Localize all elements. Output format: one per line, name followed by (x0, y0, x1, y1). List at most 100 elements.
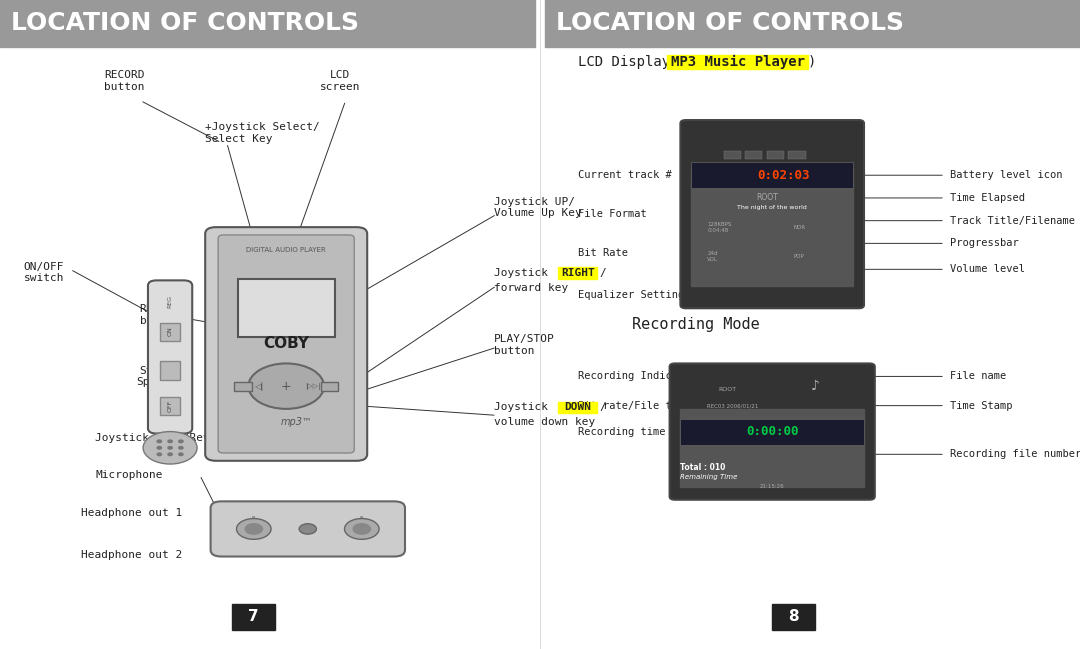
Bar (691, 169, 853, 286)
Text: Joystick: Joystick (494, 267, 554, 278)
Bar (160, 361, 180, 380)
Text: MP3 Music Player: MP3 Music Player (671, 55, 805, 69)
Circle shape (353, 524, 370, 534)
Text: +Joystick Select/
Select Key: +Joystick Select/ Select Key (205, 122, 320, 144)
Text: ON: ON (167, 326, 173, 336)
Circle shape (248, 363, 324, 409)
Circle shape (158, 453, 162, 456)
FancyBboxPatch shape (218, 235, 354, 453)
Circle shape (158, 447, 162, 449)
Text: ): ) (808, 55, 816, 69)
Bar (788, 151, 806, 159)
Text: ON/OFF
switch: ON/OFF switch (24, 262, 64, 284)
Text: Recording Mode: Recording Mode (632, 317, 759, 332)
Text: Track Title/Filename: Track Title/Filename (950, 215, 1076, 226)
Text: COBY: COBY (264, 336, 309, 352)
Text: Bit Rate: Bit Rate (578, 248, 627, 258)
Text: |▷▷|: |▷▷| (306, 383, 321, 389)
Text: Joystick LEFT/Reverse Key: Joystick LEFT/Reverse Key (95, 433, 264, 443)
Bar (558, 267, 597, 279)
Text: LOCATION OF CONTROLS: LOCATION OF CONTROLS (556, 12, 904, 35)
Bar (667, 55, 808, 69)
Text: Joystick: Joystick (494, 402, 554, 412)
FancyBboxPatch shape (670, 363, 875, 500)
Text: RIGHT: RIGHT (561, 267, 595, 278)
Text: +: + (281, 380, 292, 393)
Bar (0, 0, 535, 47)
Text: The night of the world: The night of the world (738, 205, 807, 210)
Text: Recording file number: Recording file number (950, 449, 1080, 459)
Bar (234, 382, 252, 391)
Circle shape (245, 524, 262, 534)
Text: LCD Display (: LCD Display ( (578, 55, 687, 69)
Text: Time Stamp: Time Stamp (950, 400, 1013, 411)
Text: Battery level icon: Battery level icon (950, 170, 1063, 180)
Text: forward key: forward key (494, 282, 568, 293)
Text: Joystick UP/
Volume Up Key: Joystick UP/ Volume Up Key (494, 197, 581, 219)
Bar (772, 604, 815, 630)
Bar (680, 419, 864, 445)
Text: Bit rate/File type: Bit rate/File type (578, 400, 690, 411)
Bar (767, 151, 784, 159)
Text: Time Elapsed: Time Elapsed (950, 193, 1025, 203)
Text: REPEAT
button: REPEAT button (139, 304, 180, 326)
Text: RECORD
button: RECORD button (104, 70, 145, 92)
Circle shape (299, 524, 316, 534)
Text: Headphone out 2: Headphone out 2 (81, 550, 183, 560)
Bar (238, 279, 335, 337)
Circle shape (237, 519, 271, 539)
Text: 8: 8 (788, 609, 799, 624)
Bar (160, 323, 180, 341)
Text: PLAY/STOP
button: PLAY/STOP button (494, 334, 554, 356)
Bar (745, 151, 762, 159)
Text: ♪: ♪ (811, 379, 820, 393)
FancyBboxPatch shape (680, 120, 864, 308)
Bar (321, 382, 338, 391)
Text: Progressbar: Progressbar (950, 238, 1020, 249)
Circle shape (168, 440, 173, 443)
Text: DIGITAL AUDIO PLAYER: DIGITAL AUDIO PLAYER (246, 247, 326, 253)
Circle shape (144, 432, 198, 464)
Bar (545, 0, 1080, 47)
Text: Headphone out 1: Headphone out 1 (81, 508, 183, 518)
Text: Recording Indicator: Recording Indicator (578, 371, 697, 382)
Bar (680, 409, 864, 487)
Text: volume down key: volume down key (494, 417, 595, 427)
Text: ROOT: ROOT (718, 387, 737, 392)
Circle shape (179, 453, 184, 456)
Text: 128KBPS
0:04:48: 128KBPS 0:04:48 (707, 222, 732, 232)
Text: 0:02:03: 0:02:03 (757, 169, 809, 182)
Text: File name: File name (950, 371, 1007, 382)
Text: DOWN: DOWN (565, 402, 592, 412)
Text: LOCATION OF CONTROLS: LOCATION OF CONTROLS (11, 12, 359, 35)
Text: Volume level: Volume level (950, 264, 1025, 275)
Text: /: / (599, 402, 606, 412)
Bar (724, 151, 741, 159)
Bar (691, 162, 853, 188)
Text: ᵒ: ᵒ (360, 514, 364, 523)
Text: Remaining Time: Remaining Time (680, 474, 738, 480)
Text: POP: POP (794, 254, 805, 259)
Bar (558, 402, 597, 413)
Text: Recording time elapsed: Recording time elapsed (578, 426, 715, 437)
Text: 0:00:00: 0:00:00 (746, 425, 798, 438)
Text: ᵒ: ᵒ (252, 514, 256, 523)
Text: Total : 010: Total : 010 (680, 463, 726, 472)
Circle shape (158, 440, 162, 443)
Circle shape (345, 519, 379, 539)
Bar (232, 604, 275, 630)
Text: LCD
screen: LCD screen (320, 70, 361, 92)
Text: 21:15:26: 21:15:26 (760, 484, 784, 489)
Text: /: / (599, 267, 606, 278)
Circle shape (179, 440, 184, 443)
FancyBboxPatch shape (205, 227, 367, 461)
Text: Microphone: Microphone (95, 470, 162, 480)
Text: File Format: File Format (578, 209, 647, 219)
Text: REG: REG (167, 295, 173, 308)
Text: REC03 2006/01/21: REC03 2006/01/21 (707, 403, 759, 408)
FancyBboxPatch shape (211, 501, 405, 557)
Circle shape (168, 447, 173, 449)
Bar (160, 397, 180, 415)
Text: 7: 7 (248, 609, 259, 624)
Text: 24d
VOL: 24d VOL (707, 251, 718, 262)
